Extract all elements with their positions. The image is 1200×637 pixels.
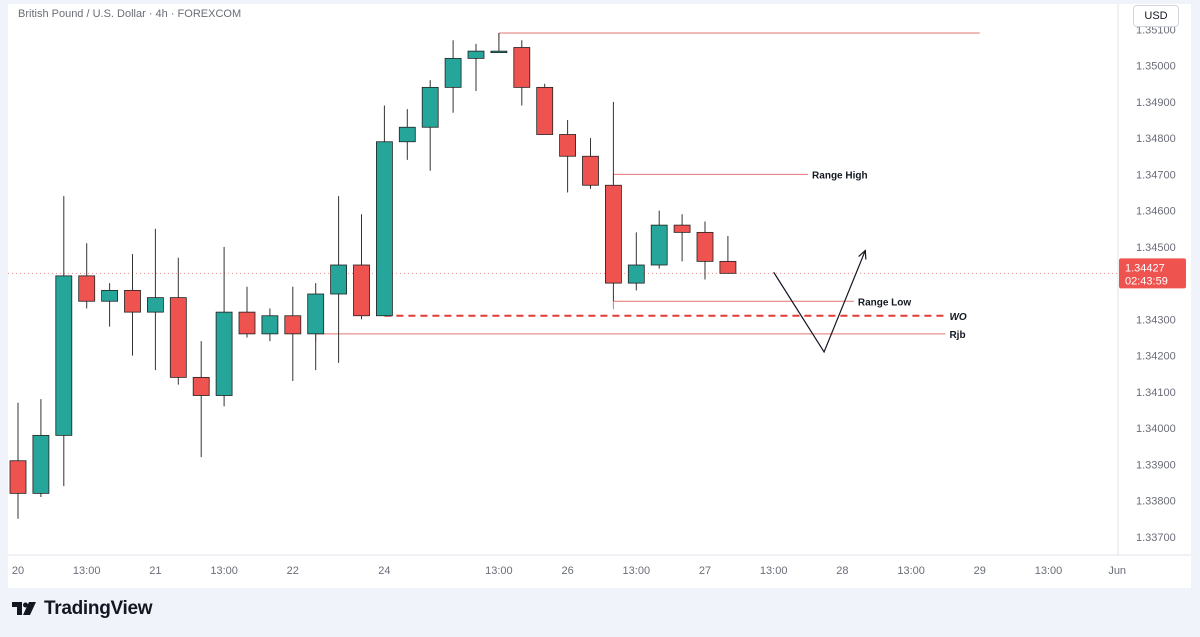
y-tick-label: 1.34200 bbox=[1136, 351, 1176, 363]
candle-body bbox=[101, 289, 118, 302]
y-tick-label: 1.33700 bbox=[1136, 532, 1176, 544]
candle-body bbox=[421, 86, 439, 128]
price-axis[interactable]: 1.33700 1.33800 1.33900 1.34000 1.34100 1.342… bbox=[1136, 24, 1176, 544]
candle-body bbox=[238, 311, 256, 335]
candle-body bbox=[467, 50, 485, 59]
x-tick-label: 26 bbox=[561, 565, 573, 577]
y-tick-label: 1.34000 bbox=[1136, 423, 1176, 435]
candle-body bbox=[146, 297, 164, 313]
level-label-range-high: Range High bbox=[812, 170, 868, 181]
candle-body bbox=[307, 293, 325, 335]
price-tag-price: 1.34427 bbox=[1125, 262, 1165, 274]
candle-body bbox=[353, 264, 370, 317]
candles[interactable] bbox=[9, 33, 737, 519]
projection-path bbox=[773, 249, 867, 354]
x-tick-label: Jun bbox=[1108, 565, 1126, 577]
projection-line bbox=[773, 250, 866, 354]
candle-body bbox=[32, 434, 50, 494]
level-label-wo: WO bbox=[949, 312, 966, 323]
x-tick-label: 21 bbox=[149, 565, 161, 577]
candle-body bbox=[513, 47, 531, 88]
x-tick-label: 13:00 bbox=[485, 565, 513, 577]
x-tick-label: 27 bbox=[699, 565, 711, 577]
candle-body bbox=[398, 126, 416, 143]
x-tick-label: 22 bbox=[287, 565, 299, 577]
x-tick-label: 20 bbox=[12, 565, 24, 577]
candle-body bbox=[673, 224, 691, 233]
candle-body bbox=[124, 289, 141, 313]
candle-body bbox=[261, 315, 279, 335]
candle-body bbox=[696, 231, 714, 262]
y-tick-label: 1.34500 bbox=[1136, 242, 1176, 254]
currency-button[interactable]: USD bbox=[1133, 5, 1179, 27]
y-tick-label: 1.35000 bbox=[1136, 61, 1176, 73]
frame-bottom bbox=[0, 588, 1200, 637]
candle-body bbox=[582, 155, 599, 186]
y-tick-label: 1.34600 bbox=[1136, 206, 1176, 218]
frame-right bbox=[1191, 0, 1200, 637]
projection-arrowhead bbox=[858, 249, 867, 260]
x-tick-label: 24 bbox=[378, 565, 390, 577]
frame-top bbox=[0, 0, 1200, 4]
candle-body bbox=[284, 315, 302, 335]
candle-body bbox=[536, 86, 554, 135]
candle-body bbox=[627, 264, 645, 284]
candle-body bbox=[490, 50, 508, 54]
candle-body bbox=[78, 275, 96, 302]
y-tick-label: 1.34100 bbox=[1136, 387, 1176, 399]
candle-body bbox=[9, 460, 27, 494]
brand-name: TradingView bbox=[44, 598, 153, 619]
candle-body bbox=[719, 260, 737, 274]
level-label-range-low: Range Low bbox=[858, 297, 912, 308]
level-label-rjb: Rjb bbox=[949, 330, 965, 341]
x-tick-label: 13:00 bbox=[623, 565, 651, 577]
x-tick-label: 28 bbox=[836, 565, 848, 577]
candle-body bbox=[559, 134, 576, 157]
candle-body bbox=[192, 376, 210, 396]
y-tick-label: 1.34300 bbox=[1136, 314, 1176, 326]
x-tick-label: 13:00 bbox=[73, 565, 101, 577]
candle-body bbox=[169, 297, 187, 378]
candle-body bbox=[605, 184, 622, 284]
current-price-tag: 1.34427 02:43:59 bbox=[1119, 258, 1186, 289]
x-tick-label: 13:00 bbox=[897, 565, 925, 577]
price-tag-bg bbox=[1119, 258, 1186, 289]
y-tick-label: 1.34700 bbox=[1136, 169, 1176, 181]
x-tick-label: 13:00 bbox=[760, 565, 788, 577]
y-tick-label: 1.35100 bbox=[1136, 24, 1176, 36]
time-axis[interactable]: 20 13:00 21 13:00 22 24 13:00 26 13:00 27 13:00 28 1… bbox=[12, 565, 1126, 577]
y-tick-label: 1.34900 bbox=[1136, 97, 1176, 109]
chart-title: British Pound / U.S. Dollar · 4h · FOREX… bbox=[18, 8, 242, 20]
candle-body bbox=[55, 275, 73, 436]
x-tick-label: 29 bbox=[974, 565, 986, 577]
tradingview-logo-icon bbox=[12, 602, 36, 615]
x-tick-label: 13:00 bbox=[1035, 565, 1063, 577]
candle-body bbox=[215, 311, 233, 396]
y-tick-label: 1.34800 bbox=[1136, 133, 1176, 145]
tradingview-logo[interactable]: TradingView bbox=[12, 598, 153, 620]
candle-body bbox=[444, 57, 462, 88]
frame-left bbox=[0, 0, 8, 637]
candle-body bbox=[375, 141, 393, 317]
y-tick-label: 1.33800 bbox=[1136, 496, 1176, 508]
candle-body bbox=[330, 264, 348, 295]
level-lines: Range High Range Low WO Rjb bbox=[315, 32, 980, 342]
x-tick-label: 13:00 bbox=[210, 565, 238, 577]
candle-body bbox=[650, 224, 668, 266]
y-tick-label: 1.33900 bbox=[1136, 459, 1176, 471]
price-tag-countdown: 02:43:59 bbox=[1125, 275, 1168, 287]
